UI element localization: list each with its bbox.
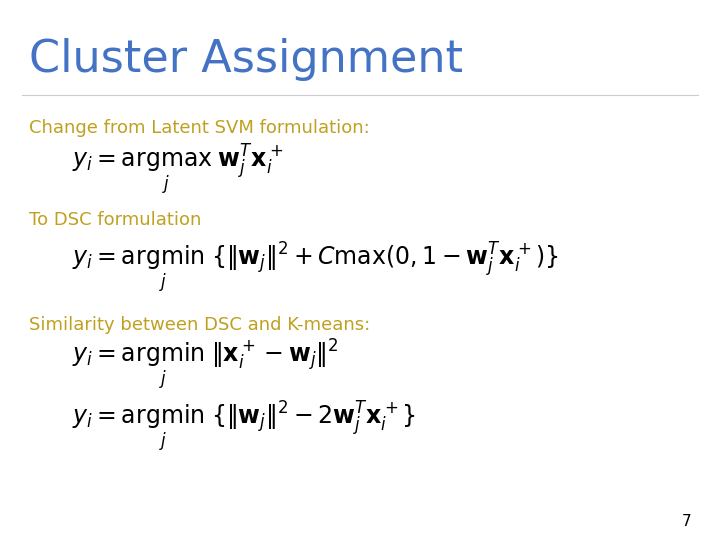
Text: $y_i = \underset{j}{\mathrm{argmin}}\; \{\|\mathbf{w}_j\|^2 - 2\mathbf{w}_j^T \m: $y_i = \underset{j}{\mathrm{argmin}}\; \… [72,400,416,454]
Text: 7: 7 [682,514,691,529]
Text: $y_i = \underset{j}{\mathrm{argmax}}\; \mathbf{w}_j^T \mathbf{x}_i^+$: $y_i = \underset{j}{\mathrm{argmax}}\; \… [72,143,284,197]
Text: Cluster Assignment: Cluster Assignment [29,38,463,81]
Text: $y_i = \underset{j}{\mathrm{argmin}}\; \{\|\mathbf{w}_j\|^2 + C\max(0, 1 - \math: $y_i = \underset{j}{\mathrm{argmin}}\; \… [72,240,559,294]
Text: Change from Latent SVM formulation:: Change from Latent SVM formulation: [29,119,369,137]
Text: Similarity between DSC and K-means:: Similarity between DSC and K-means: [29,316,370,334]
Text: To DSC formulation: To DSC formulation [29,211,201,228]
Text: $y_i = \underset{j}{\mathrm{argmin}}\; \|\mathbf{x}_i^+ - \mathbf{w}_j\|^2$: $y_i = \underset{j}{\mathrm{argmin}}\; \… [72,338,338,392]
